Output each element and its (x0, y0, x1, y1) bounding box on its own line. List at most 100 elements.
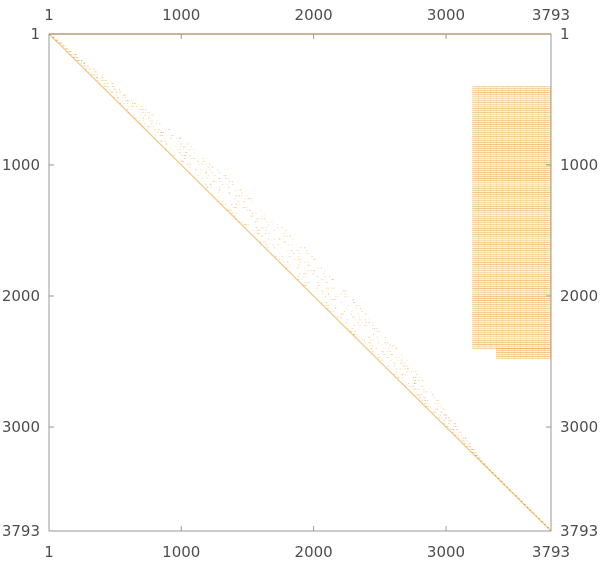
diagonal-entry (89, 68, 91, 70)
diagonal-entry (358, 305, 360, 306)
diagonal-entry (308, 264, 310, 266)
diagonal-entry (206, 186, 208, 188)
diagonal-entry (398, 356, 400, 358)
diagonal-entry (225, 178, 227, 179)
diagonal-entry (456, 431, 458, 433)
diagonal-entry (432, 394, 434, 396)
diagonal-entry (251, 201, 253, 202)
diagonal-entry (371, 348, 373, 350)
diagonal-entry (298, 250, 300, 252)
diagonal-entry (138, 120, 140, 122)
diagonal-entry (103, 80, 105, 81)
diagonal-entry (292, 238, 294, 240)
diagonal-entry (180, 143, 182, 145)
diagonal-entry (152, 126, 154, 128)
diagonal-entry (340, 316, 342, 318)
diagonal-entry (437, 408, 439, 410)
diagonal-entry (345, 307, 347, 309)
diagonal-entry (484, 463, 486, 465)
diagonal-entry (475, 455, 477, 456)
diagonal-entry (454, 423, 456, 425)
diagonal-entry (231, 204, 233, 205)
diagonal-entry (340, 302, 342, 303)
diagonal-entry (283, 233, 285, 234)
diagonal-entry (408, 385, 410, 387)
diagonal-entry (437, 408, 439, 410)
diagonal-entry (317, 267, 319, 269)
diagonal-entry (414, 382, 416, 384)
y-tick-label-right: 2000 (560, 287, 598, 305)
diagonal-entry (193, 152, 195, 153)
diagonal-entry (400, 362, 402, 364)
diagonal-entry (115, 94, 117, 96)
diagonal-entry (75, 54, 77, 55)
diagonal-entry (242, 207, 244, 208)
diagonal-entry (198, 163, 200, 165)
diagonal-entry (400, 362, 403, 364)
diagonal-entry (402, 362, 404, 364)
diagonal-entry (241, 192, 243, 194)
diagonal-entry (183, 158, 185, 159)
diagonal-entry (78, 60, 80, 61)
diagonal-entry (301, 279, 303, 280)
diagonal-entry (415, 380, 417, 381)
diagonal-entry (264, 218, 266, 220)
diagonal-entry (412, 385, 414, 387)
diagonal-entry (316, 287, 318, 289)
diagonal-entry (421, 400, 424, 401)
diagonal-entry (317, 293, 319, 295)
diagonal-entry (343, 310, 345, 312)
diagonal-entry (255, 227, 257, 228)
diagonal-entry (139, 109, 141, 110)
diagonal-entry (81, 60, 83, 61)
diagonal-entry (462, 437, 464, 439)
diagonal-entry (142, 120, 145, 122)
diagonal-entry (419, 377, 421, 378)
diagonal-entry (442, 408, 444, 410)
diagonal-entry (422, 385, 424, 387)
diagonal-entry (324, 276, 326, 277)
diagonal-entry (472, 449, 474, 450)
diagonal-entry (123, 94, 125, 96)
diagonal-entry (430, 391, 432, 393)
diagonal-entry (376, 331, 378, 332)
diagonal-entry (159, 123, 161, 125)
diagonal-entry (212, 192, 214, 194)
diagonal-entry (360, 336, 362, 338)
diagonal-entry (208, 163, 210, 165)
diagonal-entry (239, 189, 241, 191)
diagonal-entry (394, 362, 396, 364)
diagonal-entry (211, 172, 213, 174)
diagonal-entry (445, 414, 447, 416)
diagonal-entry (394, 374, 396, 375)
diagonal-entry (210, 183, 212, 185)
diagonal-entry (409, 380, 411, 381)
diagonal-entry (67, 48, 69, 50)
diagonal-entry (467, 443, 469, 445)
diagonal-entry (445, 417, 447, 419)
diagonal-entry (187, 143, 189, 145)
diagonal-entry (59, 42, 61, 44)
diagonal-entry (176, 149, 179, 151)
diagonal-entry (230, 209, 232, 211)
diagonal-entry (151, 114, 153, 116)
diagonal-entry (417, 388, 419, 390)
y-tick-label-right: 1000 (560, 156, 598, 174)
diagonal-entry (302, 276, 304, 277)
x-tick-label-bottom: 1 (44, 543, 54, 561)
diagonal-entry (355, 305, 358, 306)
diagonal-entry (299, 258, 301, 260)
diagonal-entry (184, 152, 186, 153)
diagonal-entry (75, 54, 77, 55)
diagonal-entry (107, 83, 109, 84)
diagonal-entry (436, 408, 438, 410)
diagonal-entry (109, 88, 111, 90)
diagonal-entry (381, 359, 383, 361)
diagonal-entry (392, 345, 394, 347)
diagonal-entry (402, 377, 404, 378)
diagonal-entry (255, 218, 257, 220)
diagonal-entry (119, 91, 121, 93)
diagonal-entry (131, 106, 133, 107)
diagonal-entry (332, 279, 334, 280)
